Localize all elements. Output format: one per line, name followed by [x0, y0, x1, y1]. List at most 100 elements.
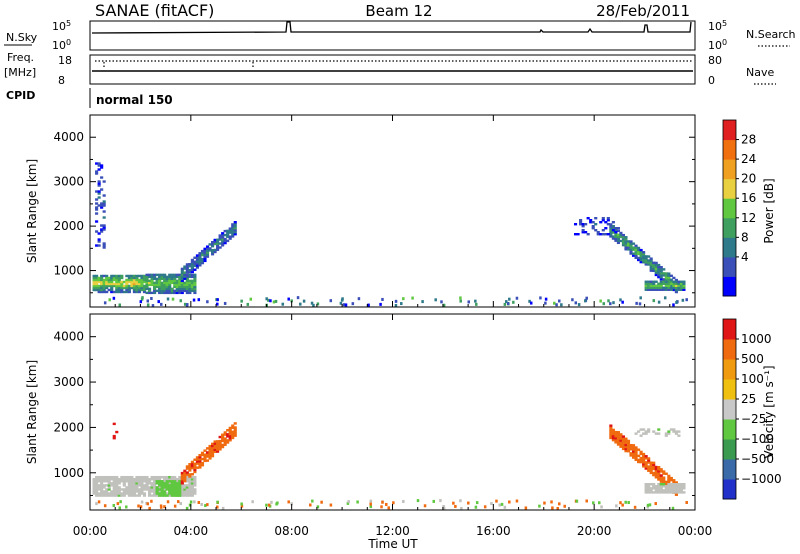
velocity-cell: [115, 494, 119, 497]
velocity-cell: [97, 480, 101, 483]
velocity-cell: [185, 480, 189, 483]
power-cell: [226, 235, 230, 239]
velocity-cell: [100, 488, 104, 491]
velocity-cell: [170, 475, 174, 479]
velocity-cell: [654, 502, 657, 506]
velocity-cell: [112, 482, 116, 485]
velocity-cell: [221, 506, 225, 510]
power-cell: [157, 300, 160, 304]
velocity-cell: [155, 492, 159, 495]
y-tick-label: 2000: [53, 420, 84, 434]
power-cell: [115, 284, 119, 288]
velocity-cell: [110, 490, 114, 493]
freq-tick-bottom: 8: [58, 74, 65, 87]
power-cell: [589, 221, 593, 224]
velocity-cell: [175, 492, 179, 495]
power-cell: [140, 280, 144, 284]
velocity-cell: [649, 471, 653, 475]
power-cell: [190, 273, 194, 277]
velocity-cell: [685, 500, 688, 504]
velocity-cell: [495, 499, 498, 503]
velocity-cell: [654, 491, 658, 494]
velocity-cell: [223, 439, 227, 442]
power-cell: [612, 301, 615, 305]
velocity-cell: [231, 434, 235, 438]
velocity-cell: [320, 500, 323, 504]
power-cell: [203, 257, 207, 261]
power-cell: [137, 288, 142, 292]
velocity-cell: [508, 500, 511, 504]
power-cell: [581, 229, 585, 232]
power-cell: [193, 262, 197, 265]
velocity-cell: [667, 487, 671, 490]
velocity-cell: [145, 484, 149, 487]
power-cell: [117, 278, 121, 282]
velocity-colorbar-tick-label: 25: [741, 392, 756, 406]
velocity-cell: [614, 437, 618, 440]
power-cell: [153, 291, 157, 295]
power-cell: [117, 280, 121, 284]
power-cell: [639, 256, 643, 260]
velocity-cell: [664, 482, 668, 486]
velocity-cell: [652, 491, 656, 494]
velocity-cell: [682, 487, 686, 490]
velocity-cell: [657, 487, 661, 490]
power-cell: [216, 244, 220, 247]
power-cell: [163, 289, 167, 293]
velocity-cell: [223, 431, 227, 434]
power-cell: [228, 231, 232, 234]
power-cell: [168, 281, 172, 285]
velocity-cell: [147, 478, 152, 481]
velocity-cell: [158, 486, 162, 489]
velocity-cell: [231, 430, 235, 434]
power-cell: [185, 287, 189, 291]
power-cell: [621, 241, 626, 245]
power-cell: [95, 172, 99, 175]
velocity-cell: [667, 483, 671, 486]
power-cell: [591, 225, 595, 228]
velocity-cell: [190, 480, 194, 483]
power-cell: [102, 286, 106, 290]
velocity-cell: [642, 459, 646, 462]
velocity-cell: [672, 483, 676, 486]
velocity-cell: [168, 488, 172, 491]
power-cell: [667, 282, 671, 285]
power-cell: [647, 261, 651, 264]
power-cell: [102, 280, 106, 284]
power-cell: [102, 202, 106, 205]
power-cell: [190, 283, 194, 287]
power-cell: [110, 278, 114, 282]
power-cell: [629, 248, 633, 251]
power-cell: [180, 273, 184, 277]
velocity-cell: [163, 475, 167, 479]
power-cell: [205, 245, 210, 248]
power-cell: [274, 299, 278, 303]
velocity-cell: [677, 483, 681, 486]
velocity-cell: [105, 475, 109, 479]
velocity-cell: [145, 482, 149, 485]
power-cell: [117, 286, 121, 290]
velocity-cell: [611, 434, 615, 438]
y-tick-label: 4000: [53, 130, 84, 144]
power-cell: [619, 233, 623, 237]
power-cell: [97, 162, 101, 165]
velocity-cell: [163, 486, 167, 489]
power-cell: [667, 286, 671, 289]
velocity-cell: [188, 463, 192, 466]
velocity-cell: [659, 478, 663, 481]
nave-tick-top: 80: [708, 54, 722, 67]
power-cell: [221, 236, 225, 239]
velocity-cell: [107, 475, 111, 479]
velocity-cell: [208, 448, 212, 452]
power-cell: [135, 286, 139, 290]
velocity-cell: [213, 440, 217, 443]
velocity-cell: [674, 481, 678, 484]
velocity-cell: [178, 475, 182, 479]
power-cell: [137, 282, 142, 286]
power-cell: [100, 274, 104, 278]
x-tick-label: 12:00: [375, 524, 410, 538]
velocity-cell: [183, 479, 187, 483]
power-cell: [200, 251, 205, 255]
power-cell: [574, 301, 578, 305]
power-cell: [117, 288, 121, 292]
